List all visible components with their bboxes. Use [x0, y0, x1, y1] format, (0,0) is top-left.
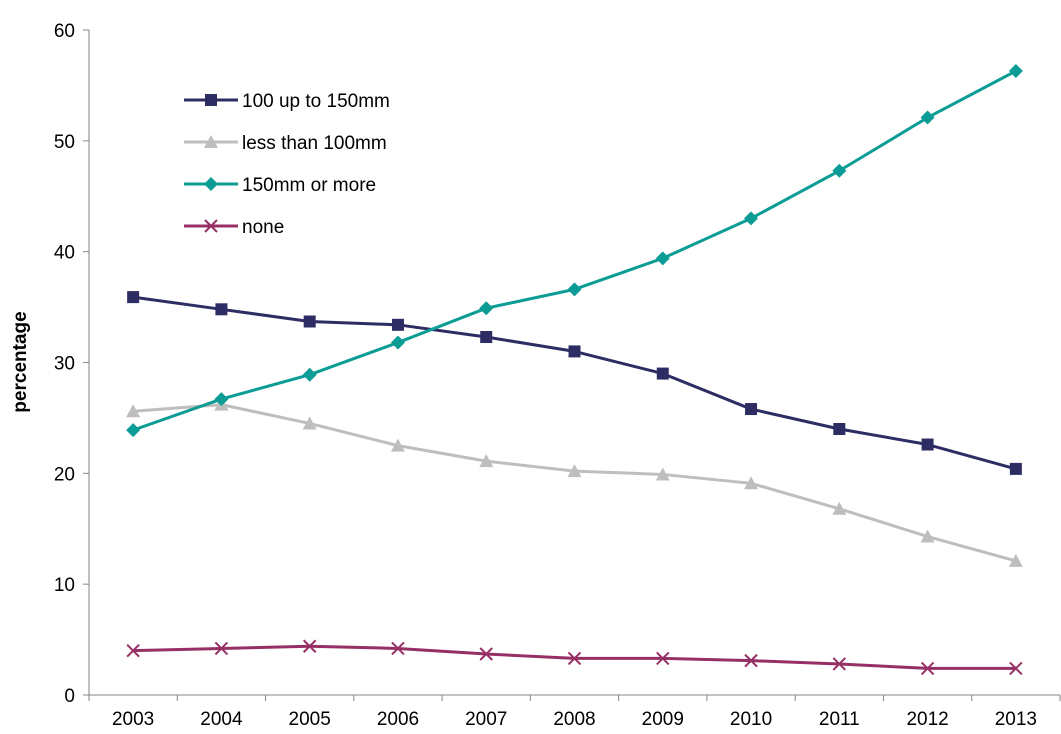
- legend-marker: [204, 135, 218, 148]
- data-point: [302, 416, 317, 430]
- legend: 100 up to 150mm less than 100mm 150mm or m…: [184, 91, 390, 238]
- legend-marker: [204, 219, 218, 233]
- data-point: [390, 438, 405, 452]
- data-point: [744, 211, 759, 226]
- data-point: [214, 392, 229, 407]
- data-point: [832, 501, 847, 515]
- data-point: [744, 653, 758, 668]
- data-point: [567, 651, 582, 666]
- data-point: [479, 301, 494, 316]
- legend-marker: [204, 177, 218, 191]
- data-point: [479, 454, 494, 468]
- legend-marker: [205, 94, 217, 106]
- data-point: [656, 367, 669, 380]
- data-point: [656, 651, 670, 666]
- data-point: [744, 476, 759, 490]
- data-point: [745, 403, 758, 416]
- x-tick-label: 2013: [995, 709, 1037, 730]
- data-point: [126, 404, 141, 418]
- y-tick-label: 0: [64, 686, 75, 707]
- series-1: [127, 291, 1022, 475]
- data-point: [391, 318, 404, 331]
- legend-item: less than 100mm: [184, 133, 387, 154]
- data-point: [920, 529, 935, 543]
- data-point: [479, 647, 493, 661]
- y-axis-title: percentage: [10, 311, 31, 412]
- data-point: [567, 282, 582, 297]
- data-point: [833, 423, 846, 435]
- data-point: [126, 423, 141, 438]
- x-tick-label: 2009: [642, 709, 684, 730]
- data-point: [127, 291, 140, 304]
- y-tick-label: 40: [54, 243, 75, 264]
- data-point: [832, 657, 847, 671]
- data-point: [1009, 462, 1022, 475]
- y-axis: 0 10 20 30 40 50 60: [54, 21, 90, 707]
- data-point: [1009, 661, 1023, 676]
- data-point: [302, 367, 317, 382]
- data-point: [920, 110, 935, 125]
- series-4: [126, 639, 1023, 676]
- data-point: [391, 641, 405, 656]
- data-point: [480, 331, 493, 344]
- legend-label: none: [242, 217, 284, 238]
- x-tick-label: 2007: [465, 709, 507, 730]
- legend-item: 100 up to 150mm: [184, 91, 390, 112]
- data-point: [390, 335, 405, 350]
- data-point: [126, 643, 140, 658]
- data-point: [568, 345, 581, 358]
- data-point: [303, 315, 316, 328]
- series-line: [132, 295, 1017, 471]
- data-point: [1008, 64, 1023, 79]
- legend-label: 100 up to 150mm: [242, 91, 390, 112]
- x-axis: 2003 2004 2005 2006 2007 2008 2009 2010 2011 2012…: [88, 694, 1061, 730]
- data-point: [215, 303, 228, 316]
- y-tick-label: 60: [54, 21, 75, 42]
- x-tick-label: 2008: [553, 709, 595, 730]
- x-tick-label: 2011: [819, 709, 860, 730]
- data-point: [655, 467, 670, 481]
- legend-label: 150mm or more: [242, 175, 376, 196]
- legend-item: 150mm or more: [184, 175, 376, 196]
- data-point: [567, 464, 582, 478]
- legend-label: less than 100mm: [242, 133, 387, 154]
- x-tick-label: 2006: [377, 709, 419, 730]
- x-tick-label: 2003: [112, 709, 154, 730]
- legend-item: none: [184, 217, 284, 238]
- data-point: [1008, 553, 1023, 567]
- data-point: [214, 641, 229, 656]
- series-line: [133, 403, 1017, 563]
- x-tick-label: 2010: [730, 709, 772, 730]
- data-point: [920, 661, 935, 676]
- y-tick-label: 10: [54, 575, 75, 596]
- data-point: [655, 251, 670, 266]
- series-2: [126, 397, 1023, 567]
- series-layer: [126, 64, 1023, 676]
- x-tick-label: 2005: [289, 709, 331, 730]
- y-tick-label: 30: [54, 354, 75, 375]
- series-3: [126, 64, 1023, 438]
- x-tick-label: 2004: [200, 709, 243, 730]
- x-tick-label: 2012: [906, 709, 948, 730]
- data-point: [921, 438, 934, 451]
- series-line: [132, 69, 1017, 432]
- data-point: [302, 639, 317, 653]
- data-point: [832, 163, 847, 178]
- y-tick-label: 50: [54, 132, 75, 153]
- y-tick-label: 20: [54, 464, 75, 485]
